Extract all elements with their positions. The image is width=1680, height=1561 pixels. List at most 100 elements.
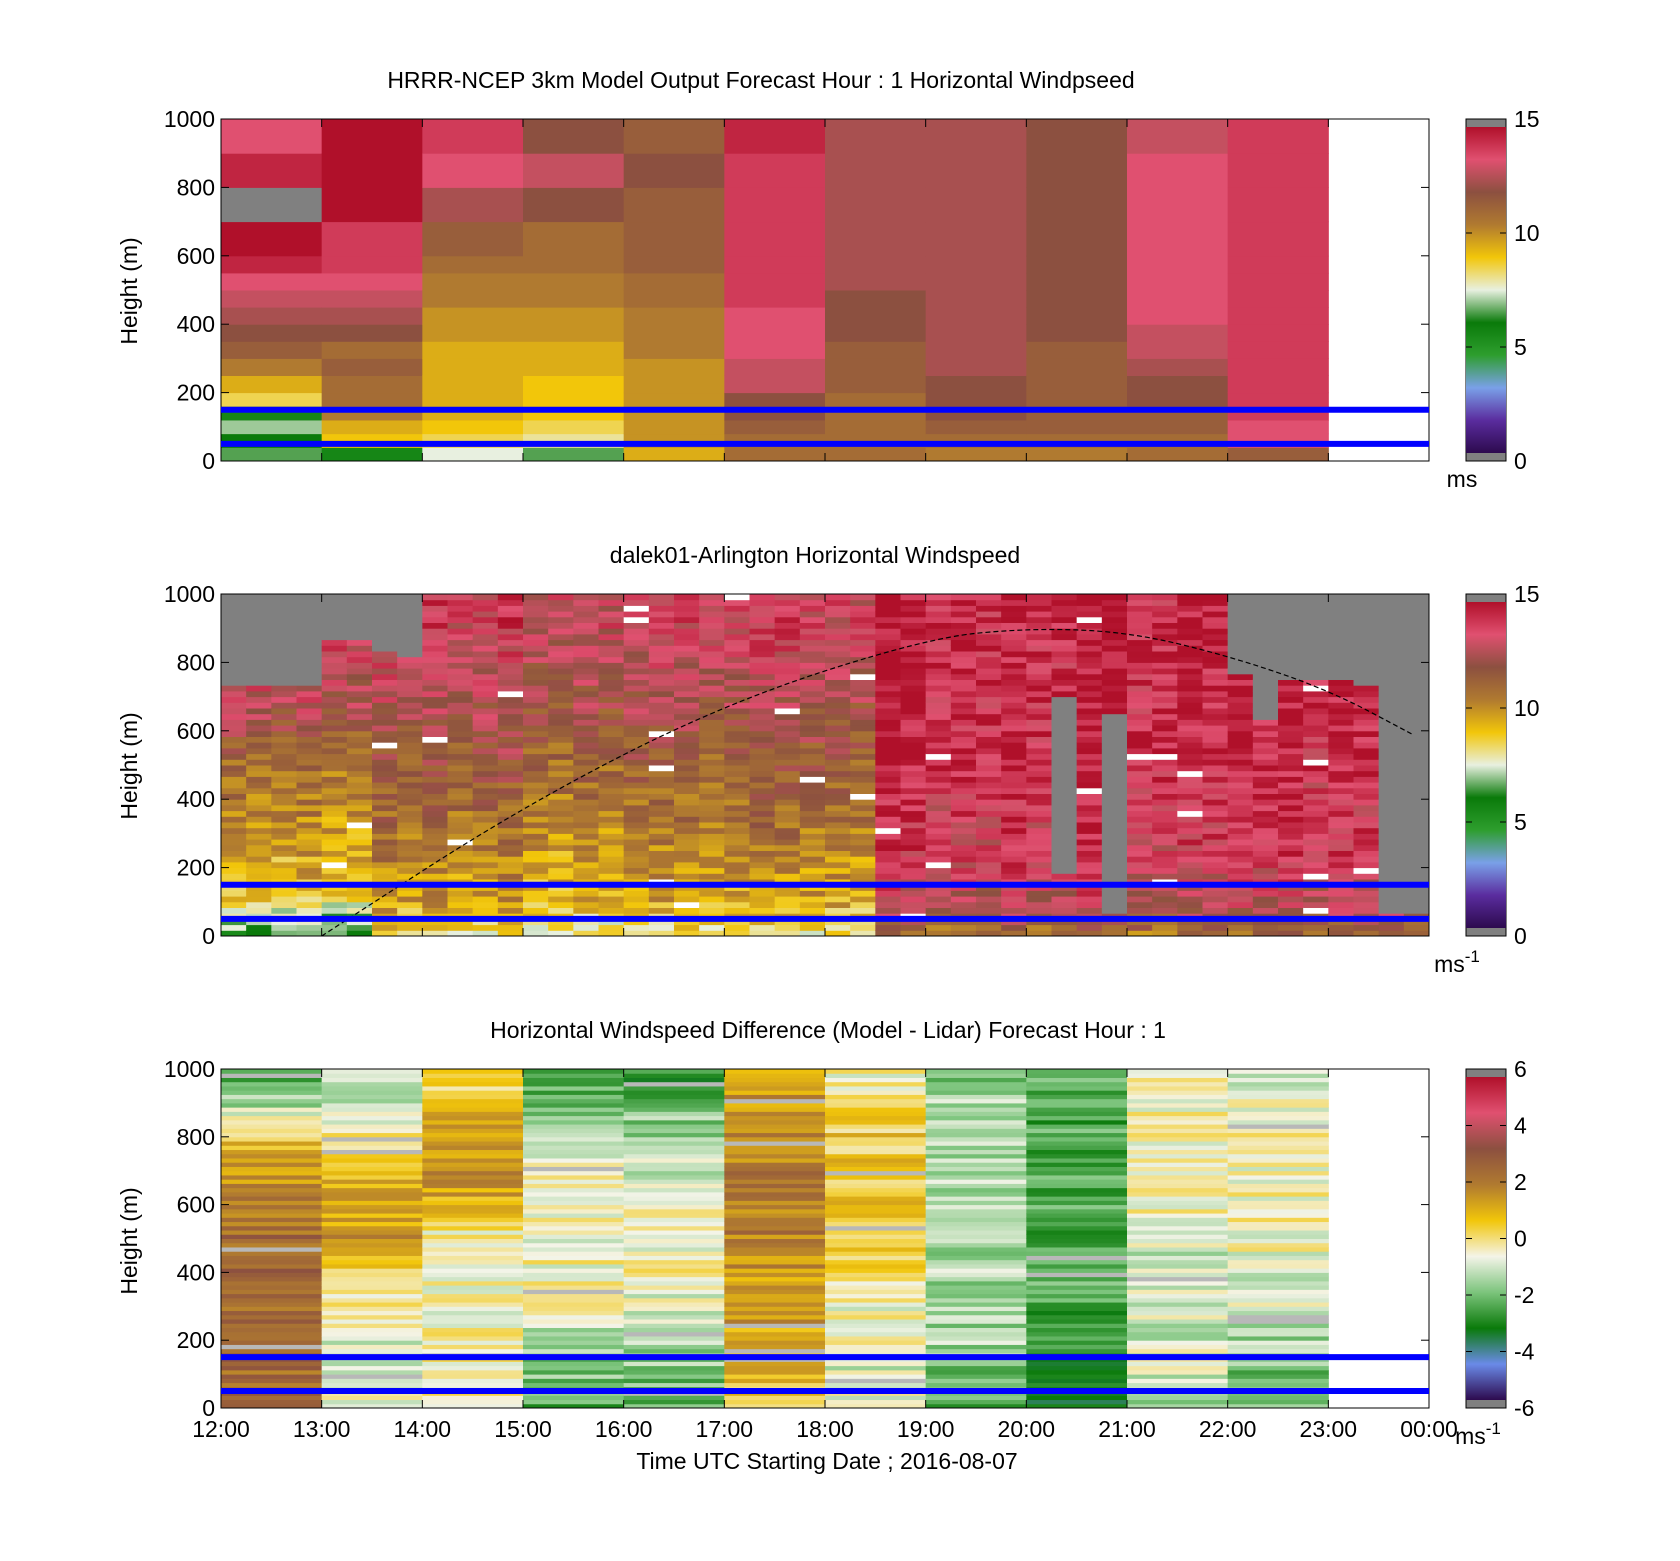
heatmap-cell [1127, 187, 1229, 223]
heatmap-cell [1328, 861, 1354, 869]
heatmap-cell [925, 1369, 1027, 1375]
heatmap-cell [900, 793, 927, 800]
heatmap-cell [825, 730, 851, 737]
heatmap-cell [724, 1395, 826, 1401]
heatmap-cell [221, 833, 247, 840]
heatmap-cell [598, 810, 625, 817]
heatmap-cell [573, 753, 599, 760]
heatmap-cell [925, 787, 952, 794]
heatmap-cell [296, 668, 323, 675]
heatmap-cell [472, 884, 499, 891]
heatmap-cell [825, 1302, 927, 1307]
heatmap-cell [1076, 690, 1103, 698]
heatmap-cell [1177, 679, 1203, 686]
heatmap-cell [1303, 611, 1329, 618]
heatmap-cell [1026, 221, 1128, 257]
heatmap-cell [221, 1157, 323, 1163]
heatmap-cell [749, 810, 776, 817]
heatmap-cell [1001, 713, 1027, 720]
heatmap-cell [1303, 645, 1329, 652]
heatmap-cell [925, 753, 952, 760]
heatmap-cell [221, 708, 247, 715]
heatmap-cell [221, 307, 323, 325]
heatmap-cell [1127, 736, 1153, 743]
heatmap-cell [321, 702, 348, 709]
heatmap-cell [623, 1319, 725, 1324]
heatmap-cell [397, 833, 423, 840]
heatmap-cell [271, 873, 297, 880]
heatmap-cell [598, 839, 625, 846]
heatmap-cell [648, 611, 675, 618]
heatmap-cell [1353, 730, 1380, 737]
heatmap-cell [749, 662, 776, 669]
heatmap-cell [950, 713, 977, 720]
heatmap-cell [749, 633, 776, 641]
heatmap-cell [799, 679, 826, 686]
heatmap-cell [1051, 639, 1078, 646]
heatmap-cell [447, 679, 474, 686]
heatmap-cell [397, 822, 423, 829]
heatmap-cell [523, 1365, 625, 1371]
heatmap-cell [422, 1187, 524, 1193]
heatmap-cell [346, 765, 373, 772]
heatmap-cell [523, 696, 549, 703]
heatmap-cell [1252, 810, 1279, 817]
heatmap-cell [1001, 696, 1027, 703]
heatmap-cell [1353, 861, 1380, 869]
heatmap-cell [1076, 924, 1103, 931]
heatmap-cell [422, 1314, 524, 1320]
heatmap-cell [372, 833, 398, 840]
heatmap-cell [246, 867, 272, 874]
heatmap-cell [321, 1403, 423, 1409]
heatmap-cell [523, 662, 549, 669]
heatmap-cell [447, 861, 474, 869]
heatmap-cell [1101, 770, 1128, 777]
heatmap-cell [523, 856, 549, 863]
heatmap-cell [246, 594, 272, 601]
heatmap-cell [799, 651, 826, 658]
heatmap-cell [976, 907, 1002, 914]
heatmap-cell [1051, 599, 1078, 606]
heatmap-cell [825, 651, 851, 658]
heatmap-cell [1378, 639, 1405, 646]
heatmap-cell [1202, 839, 1229, 846]
heatmap-cell [296, 736, 323, 743]
heatmap-cell [1227, 713, 1254, 720]
heatmap-cell [925, 639, 952, 646]
heatmap-cell [648, 822, 675, 829]
heatmap-cell [1403, 668, 1430, 675]
heatmap-cell [925, 1077, 1027, 1083]
heatmap-cell [1127, 1382, 1229, 1388]
heatmap-cell [674, 804, 700, 812]
heatmap-cell [623, 651, 650, 658]
heatmap-cell [825, 850, 851, 857]
heatmap-cell [825, 1119, 927, 1125]
heatmap-cell [1076, 856, 1103, 863]
heatmap-cell [321, 1145, 423, 1151]
heatmap-cell [1227, 816, 1254, 823]
heatmap-cell [598, 708, 625, 715]
heatmap-cell [825, 1255, 927, 1261]
heatmap-cell [1202, 668, 1229, 675]
heatmap-cell [422, 930, 448, 937]
heatmap-cell [1152, 725, 1178, 732]
heatmap-cell [925, 810, 952, 817]
heatmap-cell [724, 1069, 826, 1074]
heatmap-cell [1278, 782, 1304, 789]
heatmap-cell [1152, 924, 1178, 931]
heatmap-cell [548, 616, 574, 623]
heatmap-cell [1127, 1319, 1229, 1324]
heatmap-cell [1127, 747, 1153, 755]
heatmap-cell [321, 827, 348, 834]
heatmap-cell [472, 776, 499, 783]
heatmap-cell [724, 605, 750, 612]
heatmap-cell [321, 833, 348, 840]
heatmap-cell [221, 1069, 323, 1074]
heatmap-cell [1353, 594, 1380, 601]
heatmap-cell [825, 1374, 927, 1379]
heatmap-cell [397, 702, 423, 709]
heatmap-cell [925, 290, 1027, 308]
heatmap-cell [825, 1242, 927, 1248]
heatmap-cell [497, 708, 524, 715]
heatmap-cell [523, 639, 549, 646]
